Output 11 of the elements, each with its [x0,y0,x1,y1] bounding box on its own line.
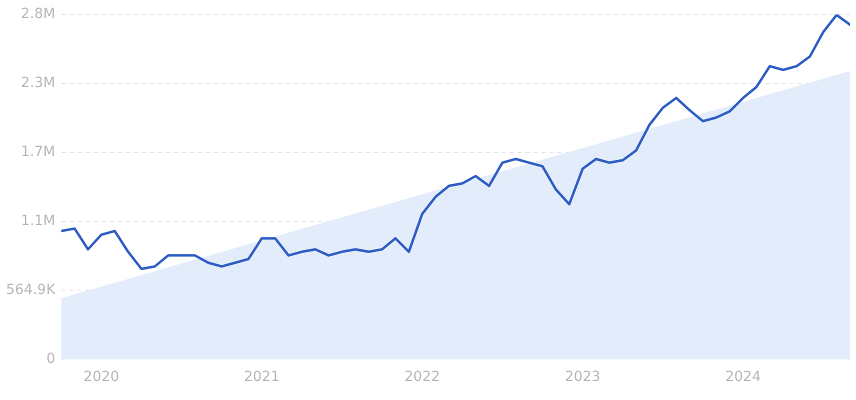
y-tick-label: 1.7M [20,144,56,160]
x-tick-label: 2024 [725,369,761,386]
y-tick-label: 1.1M [20,212,56,229]
y-tick-label: 564.9K [6,282,56,298]
x-tick-label: 2022 [404,369,440,386]
y-tick-label: 2.3M [20,75,56,91]
x-tick-label: 2020 [84,369,120,386]
x-tick-label: 2023 [564,369,600,386]
x-tick-label: 2021 [244,369,280,386]
y-tick-label: 0 [46,350,56,367]
y-tick-label: 2.8M [20,6,56,22]
